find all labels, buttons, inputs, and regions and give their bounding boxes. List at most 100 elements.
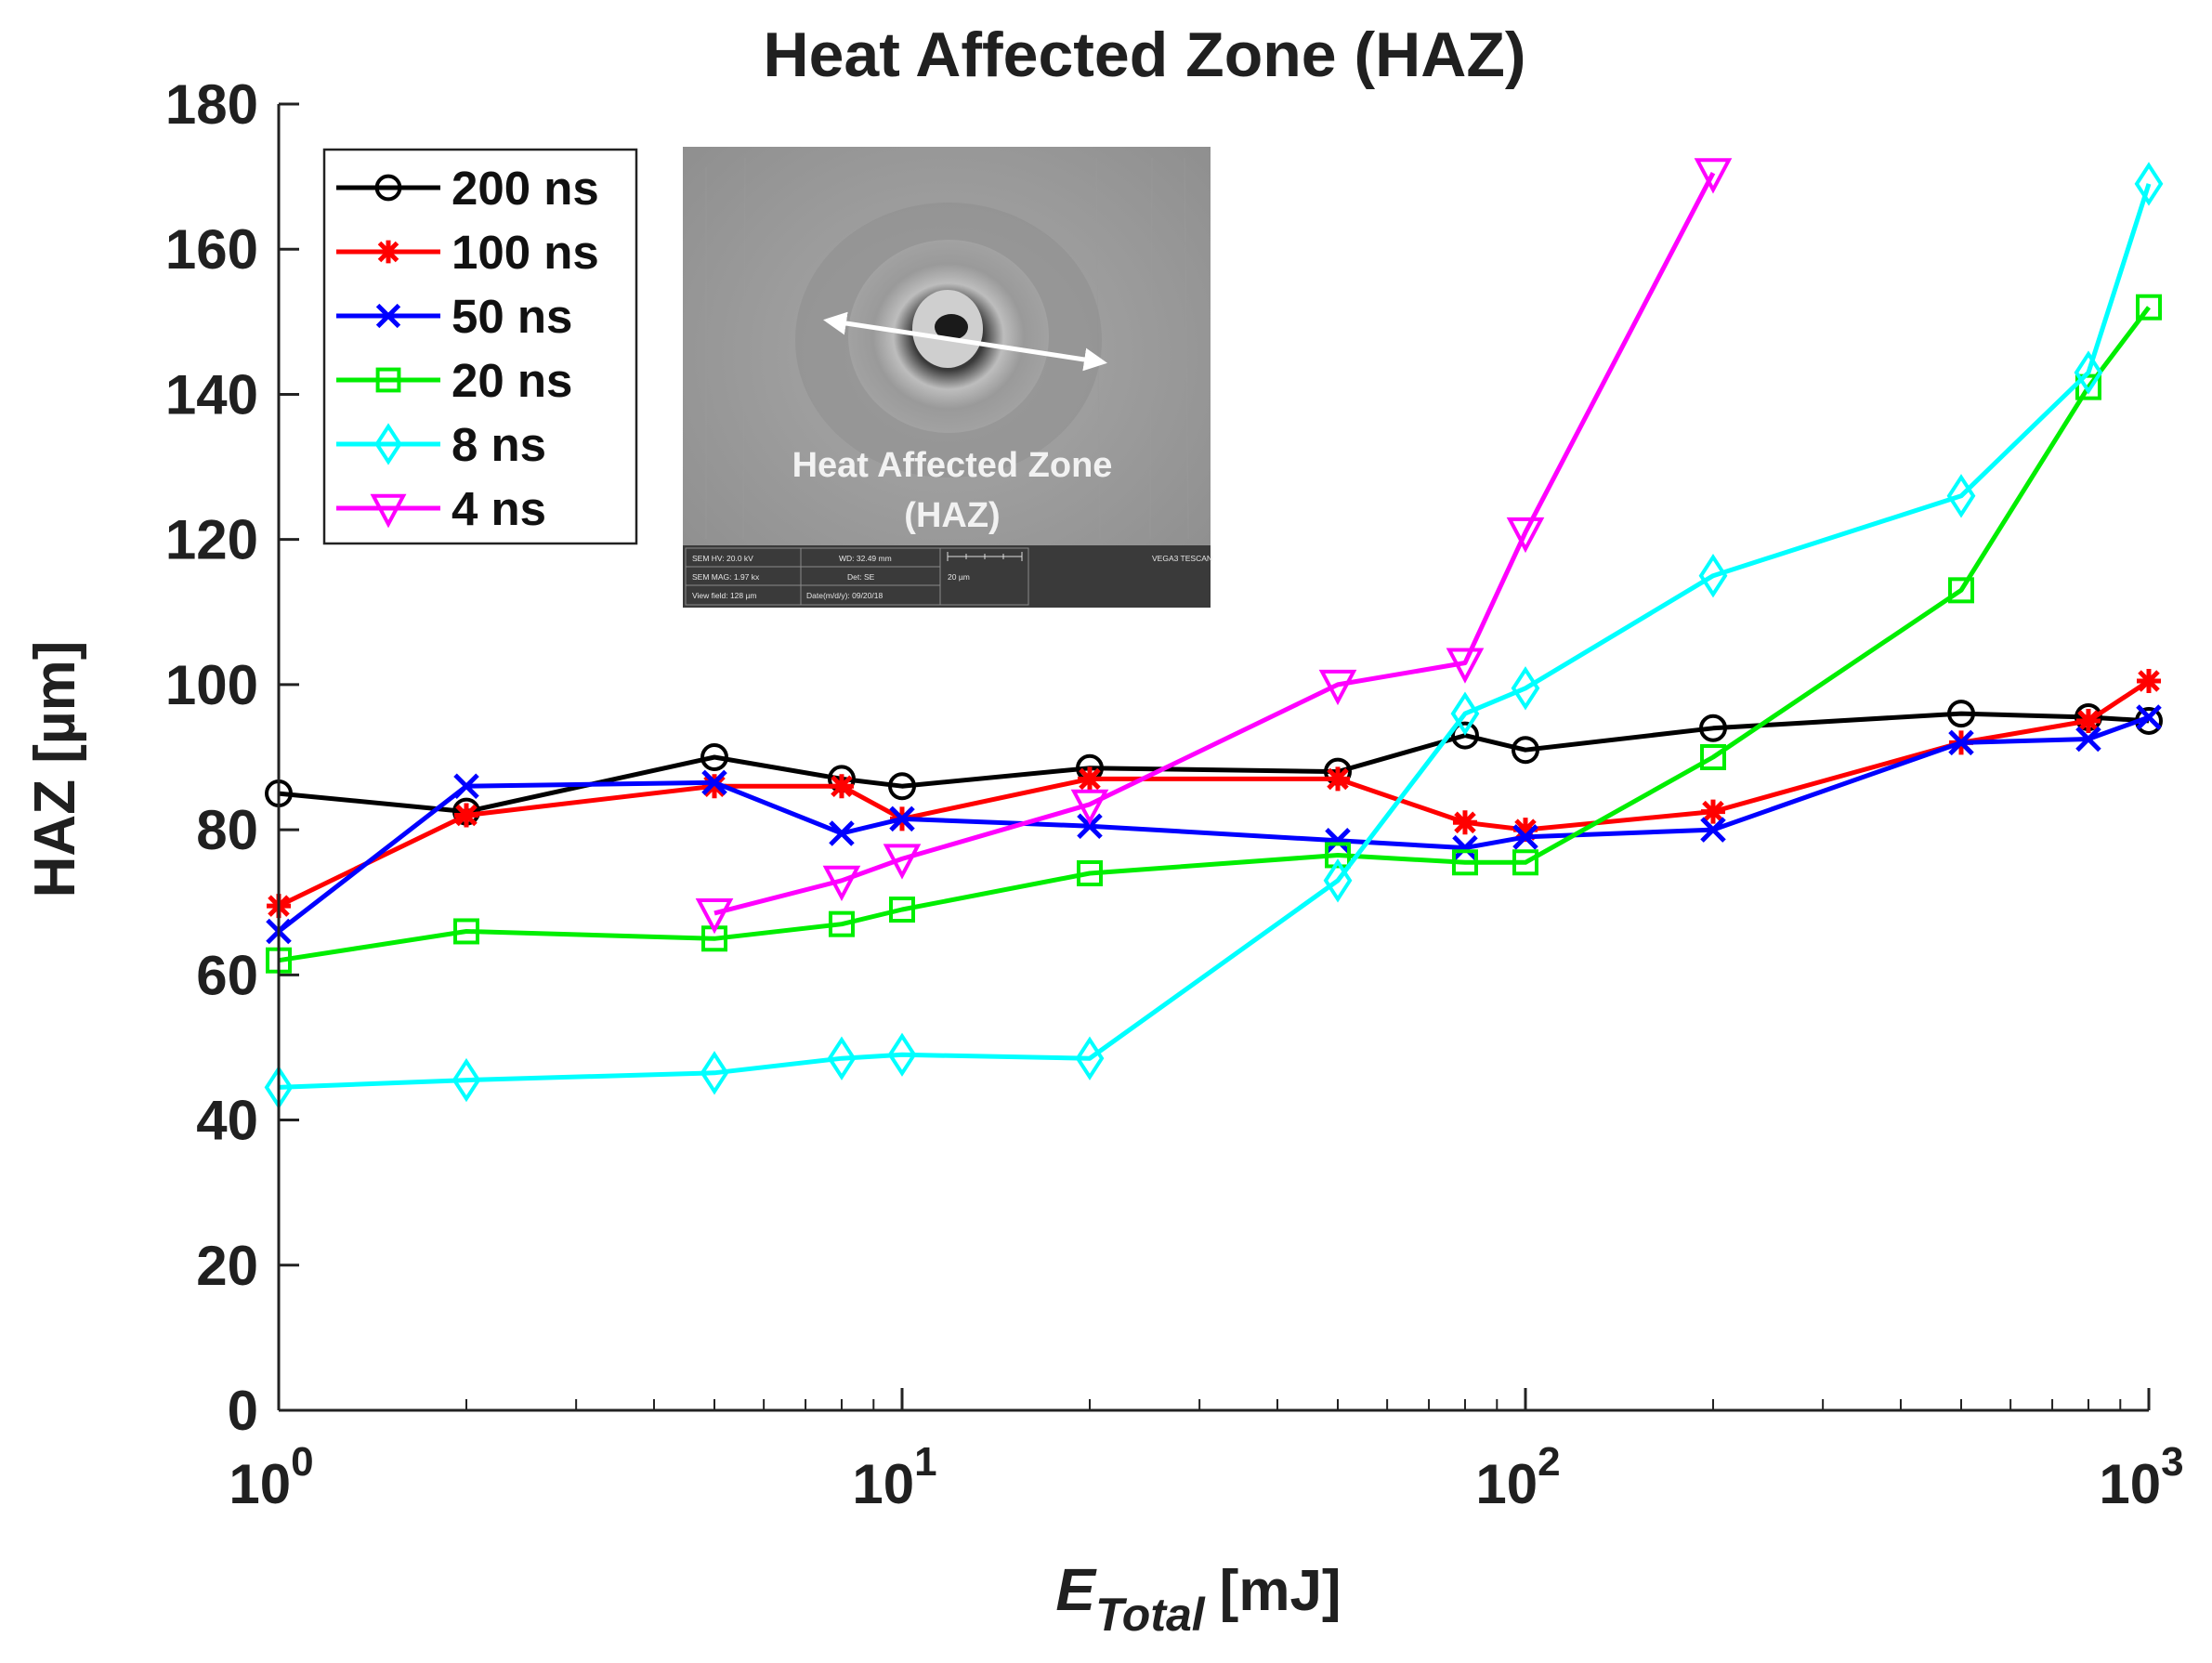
inset-label-line1: Heat Affected Zone	[792, 446, 1113, 485]
y-axis-label: HAZ [µm]	[23, 641, 87, 898]
data-point	[822, 865, 861, 902]
legend-item: 4 ns	[336, 482, 546, 535]
series-8-ns	[264, 162, 2164, 1110]
series-line	[277, 714, 2150, 934]
sem-info-grid	[685, 547, 1029, 606]
data-point	[2075, 373, 2101, 400]
legend-item: 50 ns	[336, 290, 572, 343]
x-tick-label: 101	[852, 1439, 936, 1515]
legend-item: 200 ns	[336, 162, 599, 215]
data-point	[1077, 766, 1102, 792]
data-point	[1075, 1036, 1105, 1080]
data-point	[2075, 726, 2101, 753]
data-point	[1946, 474, 1976, 518]
x-axis-label-main: E	[1055, 1556, 1097, 1623]
inset-label-line2: (HAZ)	[904, 496, 1000, 535]
sem-meta-hv: SEM HV: 20.0 kV	[692, 554, 753, 563]
y-tick-label: 20	[196, 1235, 258, 1297]
data-point	[1700, 799, 1725, 824]
data-point	[700, 743, 729, 771]
y-tick-label: 60	[196, 944, 258, 1006]
y-tick-label: 140	[165, 363, 258, 426]
data-point	[889, 897, 915, 923]
data-point	[1512, 849, 1538, 876]
x-axis-label-sub: Total	[1095, 1589, 1206, 1641]
series-4-ns	[695, 158, 1733, 935]
legend-item: 100 ns	[336, 226, 599, 279]
data-point	[1450, 721, 1479, 750]
sem-inset-image: Heat Affected Zone (HAZ) SEM HV: 20.0 kV…	[683, 147, 1212, 608]
y-tick-label: 180	[165, 73, 258, 136]
data-point	[887, 1032, 917, 1077]
sem-meta-mag: SEM MAG: 1.97 kx	[692, 572, 760, 582]
series-20-ns	[266, 294, 2162, 974]
x-tick-exponent: 3	[2161, 1439, 2183, 1485]
data-point	[1512, 824, 1538, 850]
y-tick-label: 100	[165, 654, 258, 716]
x-tick-label: 102	[1475, 1439, 1560, 1515]
data-point	[2137, 668, 2161, 693]
x-tick-exponent: 0	[291, 1439, 313, 1485]
series-line	[278, 183, 2152, 1090]
data-point	[374, 174, 402, 202]
sem-meta-vendor: VEGA3 TESCAN	[1152, 554, 1212, 563]
data-point	[370, 493, 407, 529]
data-point	[1451, 849, 1478, 876]
x-axis-label: ETotal [mJ]	[1055, 1556, 1341, 1641]
data-point	[701, 769, 727, 796]
data-point	[1698, 554, 1728, 598]
data-point	[1323, 858, 1353, 903]
sem-meta-date: Date(m/d/y): 09/20/18	[806, 591, 883, 600]
x-tick-base: 10	[1475, 1453, 1538, 1515]
data-point	[1318, 669, 1357, 706]
x-axis-label-unit: [mJ]	[1220, 1559, 1342, 1623]
legend-label: 200 ns	[452, 162, 599, 215]
x-tick-base: 10	[229, 1453, 291, 1515]
data-point	[1700, 817, 1726, 843]
data-point	[827, 1036, 857, 1080]
x-tick-base: 10	[852, 1453, 914, 1515]
data-point	[1452, 834, 1478, 861]
y-tick-label: 80	[196, 799, 258, 861]
x-tick-exponent: 1	[914, 1439, 936, 1485]
data-point	[695, 897, 734, 935]
series-line	[278, 306, 2151, 963]
data-point	[1450, 691, 1480, 736]
x-tick-base: 10	[2099, 1453, 2161, 1515]
data-point	[1325, 842, 1352, 869]
data-point	[829, 774, 854, 799]
data-point	[1948, 577, 1975, 604]
sem-meta-field: View field: 128 µm	[692, 591, 756, 600]
haz-measure-arrow	[823, 311, 1107, 372]
data-point	[2075, 708, 2101, 733]
data-point	[2134, 162, 2164, 206]
sem-meta-scale: 20 µm	[948, 572, 970, 582]
data-point	[1948, 729, 1974, 756]
data-point	[1511, 666, 1540, 711]
data-point	[1076, 859, 1103, 886]
legend: 200 ns 100 ns 50 ns 20 ns 8 ns 4 ns	[322, 148, 638, 545]
data-point	[700, 1051, 729, 1095]
data-point	[888, 772, 916, 801]
legend-box	[322, 148, 638, 545]
data-point	[452, 918, 479, 945]
data-point	[1446, 648, 1485, 684]
data-point	[828, 910, 855, 937]
y-axis-ticks: 0 20 40 60 80 100 120 140 160 180	[165, 73, 299, 1442]
x-tick-exponent: 2	[1538, 1439, 1560, 1485]
data-point	[1694, 158, 1733, 194]
data-point	[1699, 744, 1726, 770]
data-point	[452, 1057, 481, 1103]
data-point	[889, 805, 915, 832]
data-point	[374, 423, 402, 465]
x-tick-label: 103	[2099, 1439, 2183, 1515]
data-point	[883, 844, 922, 880]
data-point	[1326, 766, 1351, 792]
y-tick-label: 160	[165, 218, 258, 281]
series-layer	[264, 158, 2164, 1110]
x-axis-ticks: 100 101 102 103	[229, 1388, 2184, 1515]
data-point	[1698, 714, 1727, 742]
data-point	[2136, 704, 2162, 730]
data-point	[1077, 813, 1103, 839]
data-point	[1513, 818, 1538, 843]
